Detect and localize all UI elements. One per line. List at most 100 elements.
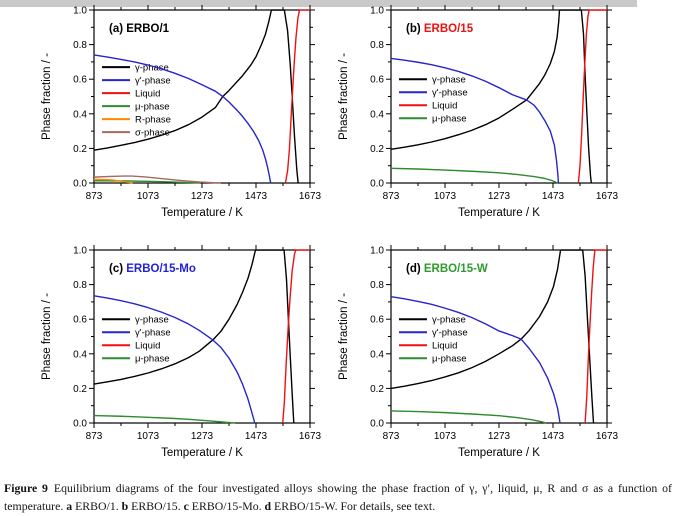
svg-text:μ-phase: μ-phase — [135, 353, 170, 364]
axes — [390, 249, 608, 424]
svg-text:1.0: 1.0 — [370, 246, 384, 257]
chart-panel-c: 873 1073 1273 1473 1673 0.0 0.2 0.4 0.6 0.8 1.0 Tem… — [41, 245, 322, 459]
y-axis-title: Phase fraction / - — [41, 53, 53, 140]
chart-panel-d: 873 1073 1273 1473 1673 0.0 0.2 0.4 0.6 0.8 1.0 Tem… — [338, 245, 619, 459]
svg-text:0.2: 0.2 — [73, 144, 87, 155]
tick-labels: 873 1073 1273 1473 1673 0.0 0.2 0.4 0.6 0.8 1.0 — [73, 246, 321, 443]
svg-text:μ-phase: μ-phase — [135, 101, 170, 112]
panel-title: (c) ERBO/15-Mo — [109, 263, 196, 275]
series-γ-phase — [93, 9, 299, 184]
caption-segment: ERBO/15. — [128, 498, 184, 513]
panel-title: (d) ERBO/15-W — [406, 263, 488, 275]
svg-text:873: 873 — [383, 191, 400, 202]
series-γ'-phase — [93, 295, 256, 424]
y-axis-title: Phase fraction / - — [338, 53, 350, 140]
series-Liquid — [284, 9, 310, 184]
svg-text:σ-phase: σ-phase — [135, 127, 170, 138]
svg-text:1.0: 1.0 — [73, 246, 87, 257]
x-axis-title: Temperature / K — [458, 447, 540, 459]
svg-text:1473: 1473 — [542, 431, 565, 442]
series-lines — [390, 9, 607, 184]
svg-text:0.2: 0.2 — [370, 384, 384, 395]
x-axis-title: Temperature / K — [458, 207, 540, 219]
series-μ-phase — [390, 410, 547, 424]
series-σ-phase — [93, 175, 221, 184]
svg-text:Liquid: Liquid — [135, 88, 160, 99]
axes — [93, 249, 311, 424]
svg-text:0.2: 0.2 — [370, 144, 384, 155]
svg-text:1473: 1473 — [542, 191, 565, 202]
svg-text:μ-phase: μ-phase — [432, 113, 467, 124]
svg-text:0.6: 0.6 — [370, 315, 384, 326]
ticks — [386, 245, 612, 428]
svg-text:0.6: 0.6 — [370, 75, 384, 86]
svg-text:1.0: 1.0 — [73, 6, 87, 17]
series-Liquid — [584, 249, 607, 424]
figure-caption: Figure 9 Equilibrium diagrams of the fou… — [4, 480, 672, 516]
legend: γ-phase γ'-phase Liquid μ-phase R-phase σ-pha… — [102, 62, 171, 138]
svg-text:1673: 1673 — [299, 431, 322, 442]
svg-text:γ-phase: γ-phase — [135, 314, 169, 325]
series-lines — [93, 9, 310, 184]
axes — [390, 9, 608, 184]
panel-title: (a) ERBO/1 — [109, 23, 170, 35]
series-γ'-phase — [390, 296, 561, 424]
ticks — [89, 245, 315, 428]
ticks — [89, 5, 315, 188]
svg-text:γ-phase: γ-phase — [432, 314, 466, 325]
svg-text:1.0: 1.0 — [370, 6, 384, 17]
caption-segment: Equilibrium diagrams of the four investi… — [4, 480, 672, 513]
legend: γ-phase γ'-phase Liquid μ-phase — [399, 314, 468, 364]
series-R-phase — [93, 178, 133, 184]
svg-text:1273: 1273 — [191, 431, 214, 442]
svg-text:1073: 1073 — [137, 431, 160, 442]
svg-text:1273: 1273 — [488, 191, 511, 202]
svg-text:1673: 1673 — [299, 191, 322, 202]
series-γ'-phase — [390, 57, 560, 184]
caption-bold-segment: Figure 9 — [4, 480, 48, 495]
y-axis-title: Phase fraction / - — [338, 293, 350, 380]
caption-bold-segment: d — [264, 498, 272, 513]
svg-text:0.8: 0.8 — [370, 280, 384, 291]
ticks — [386, 5, 612, 188]
svg-text:γ'-phase: γ'-phase — [135, 75, 171, 86]
chart-panel-b: 873 1073 1273 1473 1673 0.0 0.2 0.4 0.6 0.8 1.0 Tem… — [338, 5, 619, 219]
svg-text:1073: 1073 — [434, 431, 457, 442]
svg-text:0.6: 0.6 — [73, 315, 87, 326]
svg-text:γ'-phase: γ'-phase — [432, 327, 468, 338]
svg-text:Liquid: Liquid — [432, 100, 457, 111]
svg-text:0.8: 0.8 — [73, 40, 87, 51]
svg-text:Liquid: Liquid — [135, 340, 160, 351]
series-γ-phase — [390, 249, 595, 424]
svg-text:0.8: 0.8 — [73, 280, 87, 291]
svg-text:γ-phase: γ-phase — [432, 74, 466, 85]
svg-text:0.4: 0.4 — [370, 109, 384, 120]
svg-text:0.4: 0.4 — [73, 109, 87, 120]
caption-segment: ERBO/15-W. For details, see text. — [271, 498, 436, 513]
svg-text:1073: 1073 — [434, 191, 457, 202]
svg-text:0.8: 0.8 — [370, 40, 384, 51]
series-Liquid — [577, 9, 607, 184]
caption-segment: ERBO/15-Mo. — [188, 498, 265, 513]
svg-text:Liquid: Liquid — [432, 340, 457, 351]
svg-text:873: 873 — [383, 431, 400, 442]
panel-title: (b) ERBO/15 — [406, 23, 474, 35]
series-γ-phase — [93, 249, 295, 424]
svg-text:γ'-phase: γ'-phase — [135, 327, 171, 338]
svg-text:873: 873 — [86, 191, 103, 202]
svg-text:1273: 1273 — [191, 191, 214, 202]
svg-text:R-phase: R-phase — [135, 114, 171, 125]
svg-text:1473: 1473 — [245, 431, 268, 442]
svg-text:γ'-phase: γ'-phase — [432, 87, 468, 98]
axes — [93, 9, 311, 184]
svg-text:0.0: 0.0 — [73, 179, 87, 190]
y-axis-title: Phase fraction / - — [41, 293, 53, 380]
svg-text:1273: 1273 — [488, 431, 511, 442]
svg-text:0.4: 0.4 — [73, 349, 87, 360]
caption-segment: ERBO/1. — [72, 498, 122, 513]
chart-panel-a: 873 1073 1273 1473 1673 0.0 0.2 0.4 0.6 0.8 1.0 Tem… — [41, 5, 322, 219]
top-border-strip — [0, 0, 637, 7]
svg-text:μ-phase: μ-phase — [432, 353, 467, 364]
svg-text:0.6: 0.6 — [73, 75, 87, 86]
series-γ-phase — [390, 9, 593, 184]
